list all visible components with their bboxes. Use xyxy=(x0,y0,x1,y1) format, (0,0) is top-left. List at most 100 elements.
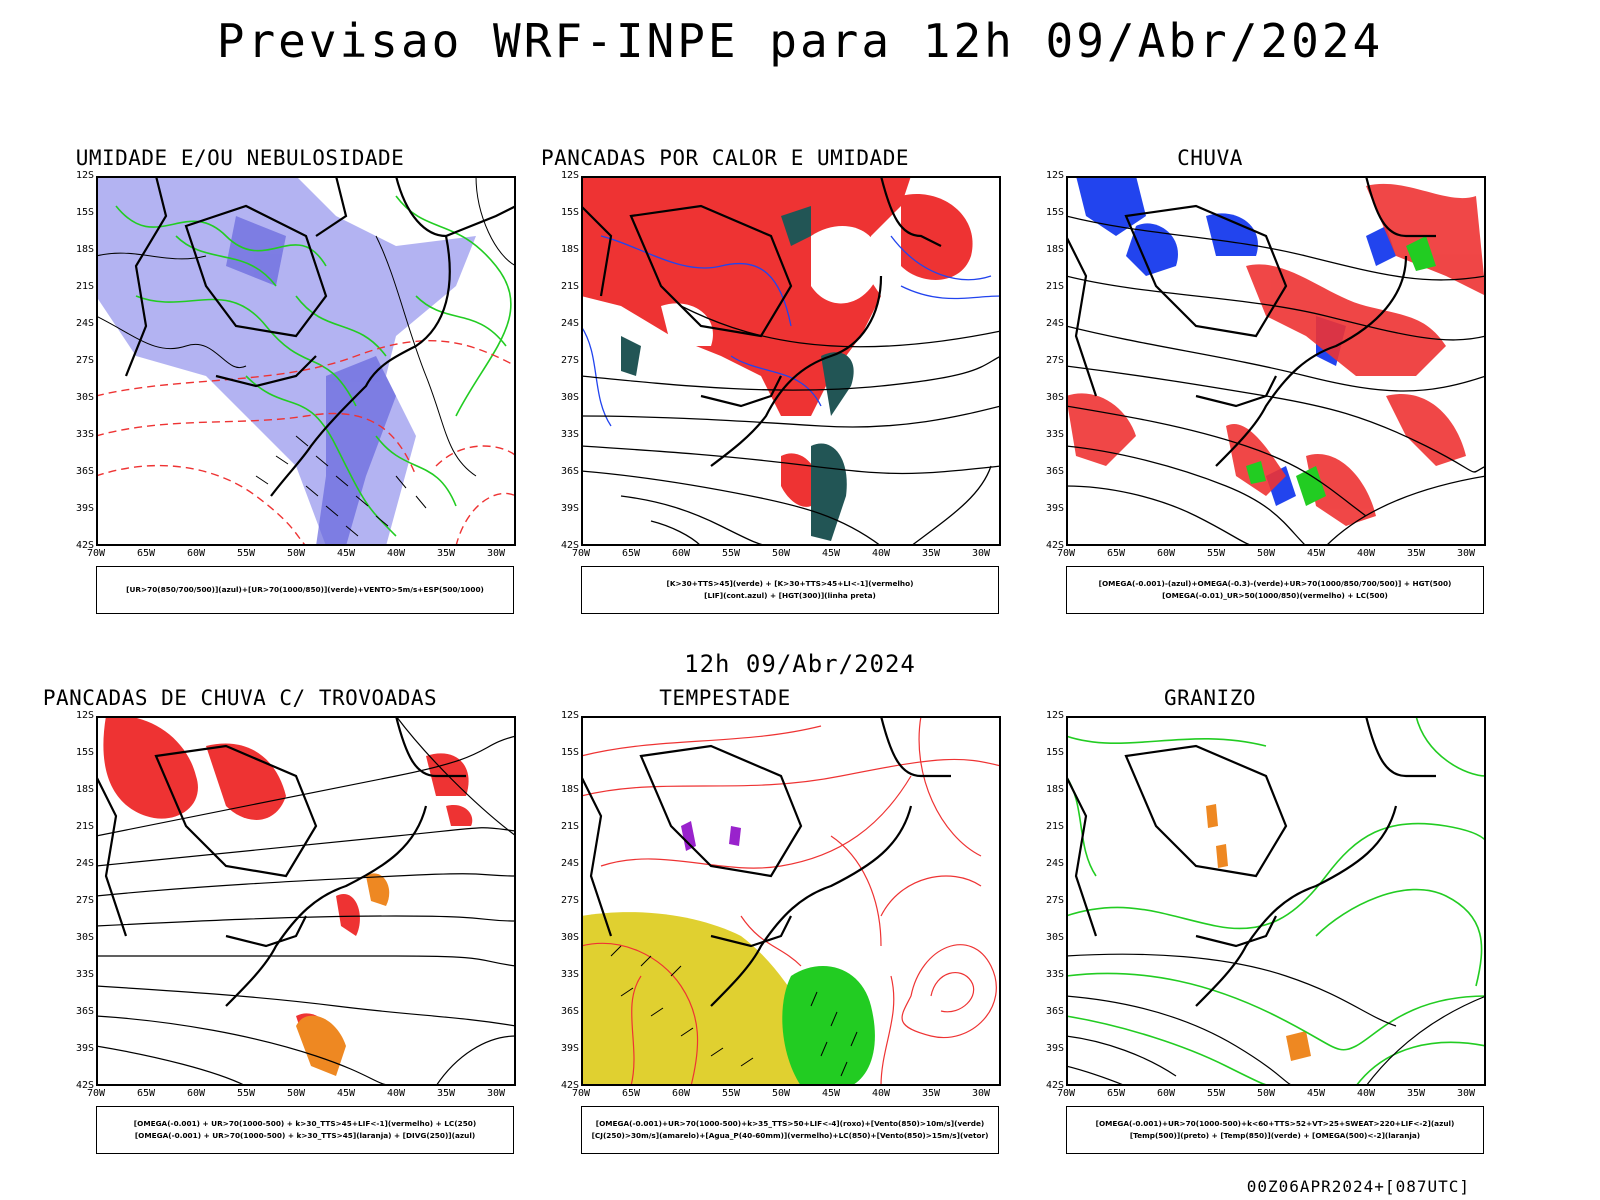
lon-tick-label: 50W xyxy=(1256,548,1276,559)
white-holes xyxy=(661,226,881,346)
panel-tempestade: TEMPESTADE 12S 15S 18S 21S 24S 27S 30S 33S 36S 39… xyxy=(485,686,1001,1156)
lon-tick-label: 35W xyxy=(1406,548,1426,559)
lat-axis: 12S 15S 18S 21S 24S 27S 30S 33S 36S 39S 42S xyxy=(64,170,94,551)
lon-tick-label: 50W xyxy=(286,1088,306,1099)
lon-tick-label: 55W xyxy=(1206,1088,1226,1099)
lat-tick-label: 33S xyxy=(1045,429,1064,440)
lon-tick-label: 45W xyxy=(821,1088,841,1099)
lat-tick-label: 30S xyxy=(1045,392,1064,403)
lon-tick-label: 60W xyxy=(671,1088,691,1099)
lat-tick-label: 15S xyxy=(560,207,579,218)
lat-tick-label: 33S xyxy=(75,429,94,440)
lat-tick-label: 12S xyxy=(75,170,94,181)
lon-tick-label: 35W xyxy=(921,548,941,559)
lon-tick-label: 30W xyxy=(1456,1088,1476,1099)
orange-areas xyxy=(296,873,390,1076)
map-granizo xyxy=(1066,716,1486,1086)
lat-tick-label: 27S xyxy=(75,895,94,906)
lat-tick-label: 30S xyxy=(1045,932,1064,943)
lat-tick-label: 39S xyxy=(560,503,579,514)
lon-tick-label: 70W xyxy=(571,1088,591,1099)
green-contours xyxy=(115,195,512,537)
lat-tick-label: 12S xyxy=(560,710,579,721)
legend-line: [LIF](cont.azul) + [HGT(300)](linha pret… xyxy=(704,591,876,600)
red-dashed-contours xyxy=(96,340,516,546)
lat-tick-label: 15S xyxy=(1045,207,1064,218)
lon-tick-label: 55W xyxy=(721,1088,741,1099)
lon-tick-label: 30W xyxy=(1456,548,1476,559)
lat-tick-label: 30S xyxy=(75,932,94,943)
lat-tick-label: 21S xyxy=(1045,281,1064,292)
lat-tick-label: 21S xyxy=(560,281,579,292)
lat-tick-label: 39S xyxy=(75,1043,94,1054)
legend-box: [K>30+TTS>45](verde) + [K>30+TTS>45+LI<-… xyxy=(581,566,999,614)
legend-line: [OMEGA(-0.001) + UR>70(1000-500) + k>30_… xyxy=(133,1119,477,1128)
lon-tick-label: 70W xyxy=(86,548,106,559)
lat-tick-label: 12S xyxy=(75,710,94,721)
lon-tick-label: 40W xyxy=(871,1088,891,1099)
lat-tick-label: 39S xyxy=(1045,503,1064,514)
lon-tick-label: 65W xyxy=(1106,548,1126,559)
lon-tick-label: 45W xyxy=(1306,1088,1326,1099)
map-frame xyxy=(1066,716,1486,1086)
lon-tick-label: 40W xyxy=(1356,1088,1376,1099)
lon-tick-label: 35W xyxy=(436,1088,456,1099)
lat-tick-label: 12S xyxy=(1045,710,1064,721)
map-chuva xyxy=(1066,176,1486,546)
panel-chuva: CHUVA 12S 15S 18S 21S 24S 27S 30S 33S 36S 39S 42S xyxy=(970,146,1486,616)
lon-tick-label: 45W xyxy=(336,548,356,559)
lat-tick-label: 27S xyxy=(1045,355,1064,366)
lon-tick-label: 70W xyxy=(571,548,591,559)
lat-tick-label: 27S xyxy=(560,895,579,906)
legend-line: [CJ(250)>30m/s](amarelo)+[Agua_P(40-60mm… xyxy=(591,1131,989,1140)
lat-tick-label: 36S xyxy=(560,1006,579,1017)
lon-tick-label: 65W xyxy=(136,1088,156,1099)
legend-box: [OMEGA(-0.001) + UR>70(1000-500) + k>30_… xyxy=(96,1106,514,1154)
lat-tick-label: 21S xyxy=(75,281,94,292)
legend-box: [OMEGA(-0.001)+UR>70(1000-500)+k>35_TTS>… xyxy=(581,1106,999,1154)
legend-line: [K>30+TTS>45](verde) + [K>30+TTS>45+LI<-… xyxy=(666,579,914,588)
map-frame xyxy=(1066,176,1486,546)
lon-tick-label: 60W xyxy=(186,548,206,559)
lat-tick-label: 30S xyxy=(75,392,94,403)
lat-tick-label: 24S xyxy=(1045,858,1064,869)
lon-tick-label: 40W xyxy=(871,548,891,559)
blue-lif-contours xyxy=(581,235,1001,427)
legend-line: [OMEGA(-0.001)-(azul)+OMEGA(-0.3)-(verde… xyxy=(1098,579,1452,588)
main-title: Previsao WRF-INPE para 12h 09/Abr/2024 xyxy=(216,14,1384,68)
lat-tick-label: 36S xyxy=(75,466,94,477)
lon-tick-label: 50W xyxy=(286,548,306,559)
lon-tick-label: 65W xyxy=(136,548,156,559)
map-frame xyxy=(96,716,516,1086)
black-isobars xyxy=(96,176,516,477)
lat-tick-label: 42S xyxy=(1045,1080,1064,1091)
lon-tick-label: 55W xyxy=(236,1088,256,1099)
legend-box: [OMEGA(-0.001)-(azul)+OMEGA(-0.3)-(verde… xyxy=(1066,566,1484,614)
lon-tick-label: 60W xyxy=(186,1088,206,1099)
purple-areas xyxy=(681,821,741,851)
coastline-borders xyxy=(581,716,951,1007)
map-pancadas-calor xyxy=(581,176,1001,546)
lat-tick-label: 12S xyxy=(1045,170,1064,181)
lon-tick-label: 50W xyxy=(771,1088,791,1099)
lon-axis: 70W 65W 60W 55W 50W 45W 40W 35W 30W xyxy=(572,1088,1001,1100)
lat-tick-label: 18S xyxy=(1045,244,1064,255)
lon-tick-label: 35W xyxy=(436,548,456,559)
run-timestamp: 00Z06APR2024+[087UTC] xyxy=(1246,1177,1470,1196)
lon-tick-label: 55W xyxy=(1206,548,1226,559)
lat-tick-label: 30S xyxy=(560,392,579,403)
panel-title: GRANIZO xyxy=(1163,686,1256,710)
lat-tick-label: 15S xyxy=(1045,747,1064,758)
lat-tick-label: 36S xyxy=(1045,1006,1064,1017)
lat-tick-label: 21S xyxy=(1045,821,1064,832)
map-frame xyxy=(581,716,1001,1086)
wind-barbs xyxy=(255,435,427,537)
lon-tick-label: 45W xyxy=(336,1088,356,1099)
lat-tick-label: 24S xyxy=(75,858,94,869)
lat-tick-label: 33S xyxy=(560,429,579,440)
panel-title: TEMPESTADE xyxy=(659,686,791,710)
orange-areas xyxy=(1206,804,1311,1061)
coastline-borders xyxy=(124,176,516,497)
lon-tick-label: 30W xyxy=(971,548,991,559)
lon-tick-label: 30W xyxy=(486,548,506,559)
